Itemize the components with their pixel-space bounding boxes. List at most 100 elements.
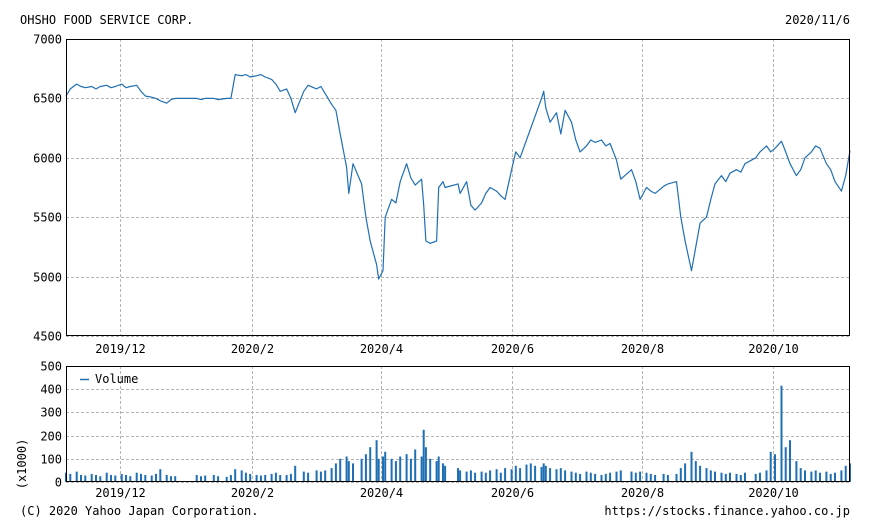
volume-bar <box>200 476 202 482</box>
volume-bar <box>784 447 787 482</box>
volume-bar <box>204 475 207 482</box>
volume-bar <box>75 471 78 482</box>
volume-bar <box>140 473 142 482</box>
volume-bar <box>549 468 552 482</box>
volume-bar <box>474 472 477 482</box>
volume-bar <box>244 472 247 482</box>
volume-y-tick-label: 500 <box>40 360 62 374</box>
volume-bar <box>319 471 322 482</box>
volume-bar <box>844 465 847 482</box>
volume-x-tick-label: 2019/12 <box>95 486 146 500</box>
volume-bar <box>129 476 132 482</box>
volume-bar <box>90 473 93 482</box>
volume-bar <box>542 463 545 482</box>
volume-bar <box>705 468 708 482</box>
price-x-tick-label: 2019/12 <box>95 342 146 356</box>
price-y-tick-label: 7000 <box>33 33 62 47</box>
volume-bar <box>125 475 127 482</box>
volume-bar <box>684 463 687 482</box>
volume-bar <box>570 471 573 482</box>
volume-bar <box>825 471 828 482</box>
volume-bar <box>144 475 147 482</box>
volume-bar <box>615 471 618 482</box>
copyright-text: (C) 2020 Yahoo Japan Corporation. <box>20 504 259 518</box>
volume-bar <box>424 447 427 482</box>
volume-bar <box>804 470 806 482</box>
price-x-tick-label: 2020/6 <box>491 342 534 356</box>
volume-bar <box>564 470 567 482</box>
volume-bar <box>639 471 642 482</box>
volume-bar <box>799 468 802 482</box>
volume-bar <box>534 465 537 482</box>
volume-bar <box>84 475 87 482</box>
volume-bar <box>489 470 492 482</box>
volume-bar <box>364 454 367 482</box>
volume-y-tick-label: 100 <box>40 453 62 467</box>
volume-bar <box>422 429 425 482</box>
volume-bar <box>120 473 123 482</box>
volume-bar <box>810 471 813 482</box>
volume-bar <box>814 470 817 482</box>
volume-bar <box>459 470 462 482</box>
volume-bar <box>504 468 507 482</box>
volume-y-tick-label: 200 <box>40 430 62 444</box>
volume-bar <box>289 473 292 482</box>
volume-bar <box>294 465 297 482</box>
volume-bar <box>259 475 262 482</box>
price-y-tick-label: 5000 <box>33 271 62 285</box>
price-y-tick-label: 4500 <box>33 330 62 344</box>
volume-y-axis-label: (x1000) <box>15 439 29 490</box>
volume-bar <box>442 463 444 482</box>
volume-bar <box>699 465 702 482</box>
volume-bar <box>654 475 657 482</box>
volume-bar <box>405 454 408 482</box>
volume-bar <box>662 473 665 482</box>
volume-bar <box>339 458 342 482</box>
volume-bar <box>384 451 387 482</box>
volume-bar <box>429 458 432 482</box>
volume-bar <box>780 385 783 482</box>
volume-bar <box>495 469 498 482</box>
volume-y-tick-label: 400 <box>40 383 62 397</box>
volume-bar <box>759 472 761 482</box>
volume-bar <box>69 473 72 482</box>
volume-bar <box>324 470 327 482</box>
volume-bar <box>630 471 633 482</box>
price-x-tick-label: 2020/8 <box>621 342 664 356</box>
volume-bar <box>99 476 102 482</box>
volume-frame <box>66 366 850 482</box>
volume-bar <box>229 475 232 482</box>
volume-bar <box>174 476 177 482</box>
volume-bar <box>735 473 738 482</box>
price-y-tick-label: 6000 <box>33 152 62 166</box>
volume-x-tick-label: 2020/2 <box>231 486 274 500</box>
volume-bar <box>484 472 487 482</box>
volume-bar <box>499 472 502 482</box>
volume-bar <box>609 472 612 482</box>
volume-bar <box>525 464 528 482</box>
volume-chart: 0 100 200 300 400 500 2019/12 2020/2 2020/4 2020/… <box>15 360 851 500</box>
volume-bar <box>302 471 305 482</box>
source-link[interactable]: https://stocks.finance.yahoo.co.jp <box>604 504 850 518</box>
volume-bar <box>840 470 843 482</box>
volume-bar <box>769 451 772 482</box>
volume-bar <box>414 449 417 482</box>
volume-bar <box>352 463 354 482</box>
volume-bar <box>435 461 438 482</box>
price-x-tick-label: 2020/2 <box>231 342 274 356</box>
price-x-tick-label: 2020/10 <box>748 342 799 356</box>
volume-y-tick-label: 300 <box>40 406 62 420</box>
volume-bar <box>170 476 172 482</box>
volume-bar <box>114 475 117 482</box>
volume-bar <box>375 440 378 482</box>
volume-bar <box>789 440 791 482</box>
volume-bar <box>529 463 532 482</box>
volume-bar <box>589 472 592 482</box>
volume-bar <box>165 475 168 482</box>
price-frame <box>66 39 850 336</box>
volume-bar <box>634 472 637 482</box>
volume-bar <box>307 472 310 482</box>
price-chart: 4500 5000 5500 6000 6500 7000 2019/12 2020/2 202… <box>33 33 851 356</box>
volume-bar <box>729 472 731 482</box>
